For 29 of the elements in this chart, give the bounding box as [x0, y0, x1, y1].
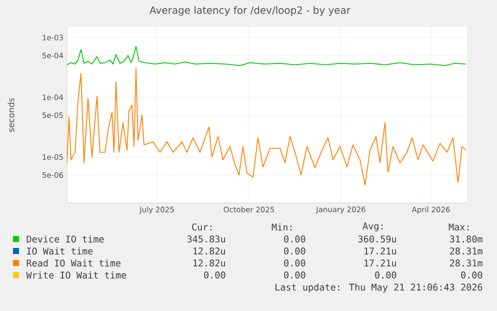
text: 0.00	[284, 248, 306, 254]
line-series	[67, 46, 466, 66]
text: Last update: Thu May 21 21:06:43 2026	[276, 284, 482, 292]
text: 28.31m	[450, 260, 482, 266]
chart-title: Average latency for /dev/loop2 - by year	[150, 6, 350, 16]
line-series	[67, 68, 466, 186]
text: 0.00	[461, 272, 482, 278]
y-axis-title: seconds	[8, 98, 14, 132]
text: Min:	[272, 223, 292, 231]
legend-label: Device IO time	[26, 235, 104, 243]
text: Max:	[448, 224, 469, 230]
text: Cur:	[192, 224, 212, 230]
text: 0.00	[284, 272, 306, 278]
text: 345.83u	[187, 236, 225, 242]
text: 12.82u	[193, 248, 225, 254]
text: 31.80m	[450, 236, 482, 242]
text: 0.00	[204, 272, 226, 278]
text: 17.21u	[364, 260, 396, 266]
legend-label: Read IO Wait time	[26, 259, 120, 267]
legend-label: Write IO Wait time	[26, 271, 126, 279]
text: 0.00	[375, 272, 396, 278]
text: 0.00	[284, 236, 306, 242]
text: Avg:	[362, 222, 383, 232]
text: 360.59u	[358, 236, 396, 242]
legend-label: IO Wait time	[27, 247, 93, 255]
text: 28.31m	[450, 248, 482, 254]
text: 17.21u	[364, 248, 396, 254]
text: 0.00	[284, 260, 306, 266]
text: 12.82u	[193, 260, 225, 266]
